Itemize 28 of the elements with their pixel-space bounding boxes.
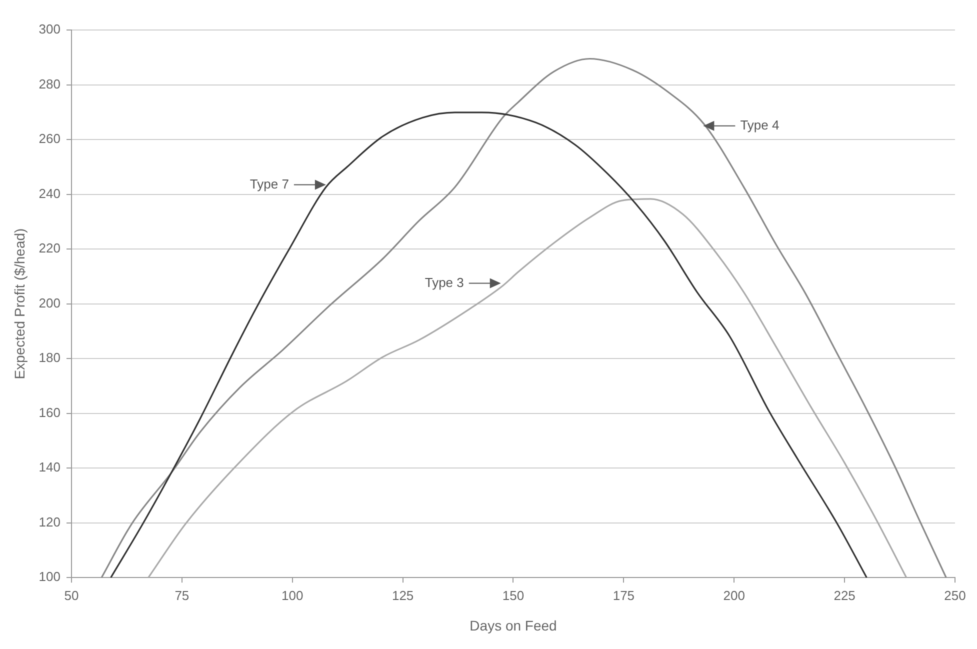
y-tick-label: 300 (38, 22, 60, 37)
annotation: Type 4 (740, 117, 780, 132)
y-tick-label: 200 (38, 295, 60, 310)
x-tick-label: 125 (392, 588, 414, 603)
y-tick-label: 260 (38, 131, 60, 146)
y-tick-label: 180 (38, 350, 60, 366)
y-tick-label: 240 (38, 186, 60, 201)
x-tick-label: 200 (723, 588, 745, 603)
x-tick-label: 75 (174, 588, 190, 603)
x-tick-label: 100 (282, 588, 304, 603)
line-series (148, 198, 908, 578)
x-tick-label: 175 (612, 588, 635, 603)
y-tick-label: 220 (38, 240, 60, 256)
annotation: Type 3 (424, 274, 464, 290)
y-tick-label: 280 (38, 76, 60, 92)
line-series (110, 112, 868, 578)
y-tick-label: 160 (38, 404, 60, 420)
x-tick-label: 250 (944, 588, 966, 603)
line-series (100, 58, 947, 578)
annotation: Type 7 (250, 176, 289, 192)
y-tick-label: 120 (38, 514, 60, 530)
y-axis-title: Expected Profit ($/head) (11, 228, 28, 380)
x-tick-label: 150 (502, 588, 524, 603)
x-tick-label: 50 (64, 588, 79, 603)
y-tick-label: 140 (38, 460, 60, 475)
y-tick-label: 100 (38, 569, 60, 584)
x-axis-title: Days on Feed (470, 617, 557, 634)
x-tick-label: 225 (834, 588, 856, 603)
